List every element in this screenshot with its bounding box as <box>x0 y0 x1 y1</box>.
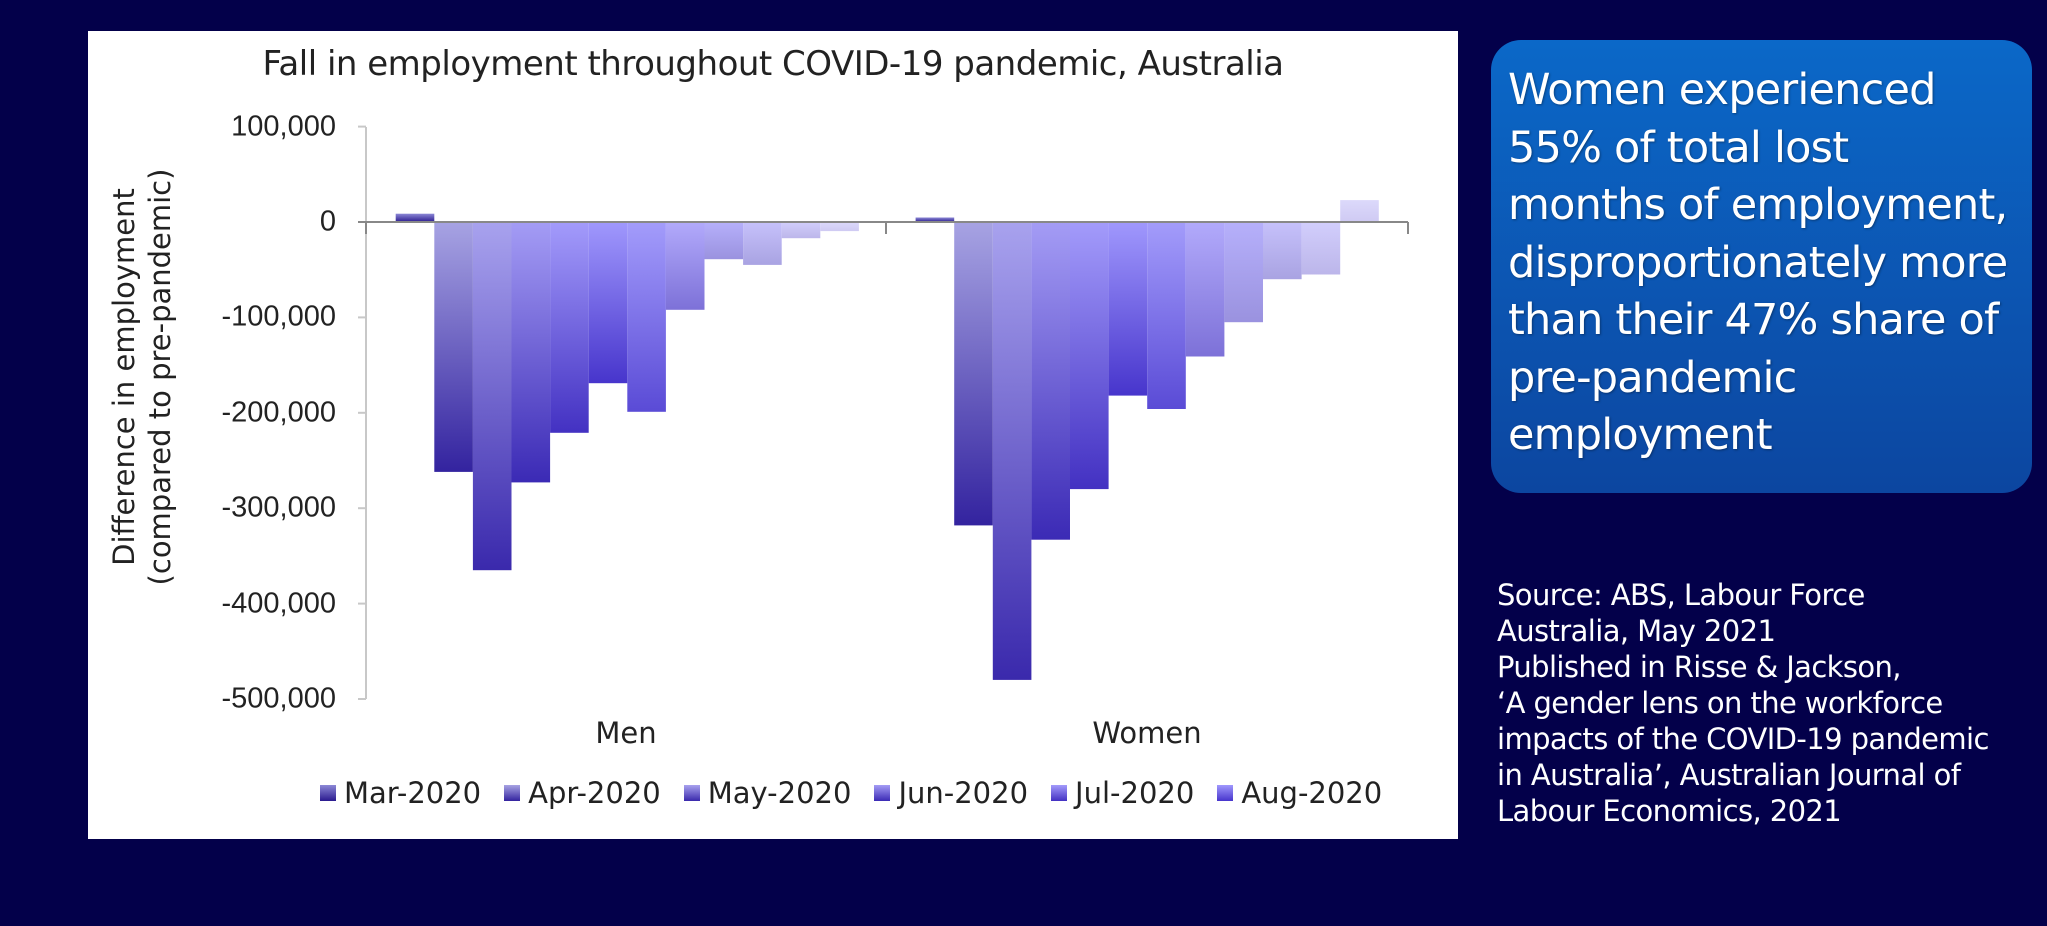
source-line: Australia, May 2021 <box>1497 614 1776 648</box>
callout-text: Women experienced 55% of total lost mont… <box>1508 62 2022 465</box>
source-line: impacts of the COVID-19 pandemic <box>1497 722 1989 756</box>
bar-women-jun-2020 <box>1031 222 1070 540</box>
legend-swatch-icon <box>1217 785 1234 801</box>
source-line: ‘A gender lens on the workforce <box>1497 686 1943 720</box>
bar-women-feb-2021 <box>1340 200 1379 222</box>
bar-men-may-2020 <box>472 222 512 571</box>
legend-swatch-icon <box>320 785 336 801</box>
bar-men-dec-2020 <box>743 222 782 265</box>
chart-title: Fall in employment throughout COVID-19 p… <box>262 44 1284 84</box>
bar-men-jul-2020 <box>550 222 589 433</box>
legend-label: Jun-2020 <box>898 776 1029 810</box>
bar-women-sep-2020 <box>1147 222 1186 409</box>
y-axis-label: Difference in employment (compared to pr… <box>106 169 178 586</box>
chart-panel <box>88 31 1458 839</box>
y-axis-label-line: Difference in employment <box>107 188 141 566</box>
legend-item: May-2020 <box>683 776 852 810</box>
y-axis-ticks <box>358 125 366 700</box>
bar-women-aug-2020 <box>1108 222 1148 396</box>
bar-men-jan-2021 <box>781 222 821 239</box>
bars <box>395 200 1379 680</box>
callout-line: than their 47% share of <box>1508 295 1999 345</box>
bar-men-mar-2020 <box>395 213 435 222</box>
y-tick-label: -100,000 <box>221 300 337 333</box>
bar-women-oct-2020 <box>1185 222 1225 357</box>
legend-item: Jul-2020 <box>1051 776 1194 810</box>
source-line: Source: ABS, Labour Force <box>1497 578 1865 612</box>
source-citation: Source: ABS, Labour Force Australia, May… <box>1497 577 1989 829</box>
legend-label: Apr-2020 <box>528 776 661 810</box>
bar-men-aug-2020 <box>588 222 628 384</box>
legend-swatch-icon <box>683 785 700 801</box>
y-tick-label: -200,000 <box>221 396 337 429</box>
bar-women-jul-2020 <box>1070 222 1109 490</box>
y-axis-label-line: (compared to pre-pandemic) <box>143 168 177 586</box>
callout-box: Women experienced 55% of total lost mont… <box>1491 40 2032 493</box>
bar-women-nov-2020 <box>1224 222 1263 323</box>
bar-men-feb-2021 <box>820 222 859 232</box>
bar-men-nov-2020 <box>704 222 744 260</box>
legend-swatch-icon <box>874 785 891 801</box>
bar-men-apr-2020 <box>434 222 473 472</box>
legend-swatch-icon <box>504 785 521 801</box>
y-tick-label: -400,000 <box>221 587 337 620</box>
category-label-women: Women <box>1092 716 1202 750</box>
bar-women-jan-2021 <box>1301 222 1341 275</box>
bar-women-apr-2020 <box>954 222 993 526</box>
callout-line: disproportionately more <box>1508 237 2008 288</box>
source-line: in Australia’, Australian Journal of <box>1497 758 1961 792</box>
source-line: Labour Economics, 2021 <box>1497 794 1842 828</box>
bar-women-dec-2020 <box>1263 222 1302 280</box>
callout-line: months of employment, <box>1508 180 2008 230</box>
y-tick-label: 100,000 <box>231 110 336 143</box>
legend-swatch-icon <box>1051 785 1068 801</box>
bar-women-may-2020 <box>992 222 1032 680</box>
legend-item: Aug-2020 <box>1217 776 1382 810</box>
category-label-men: Men <box>595 716 657 750</box>
bar-men-sep-2020 <box>627 222 666 412</box>
legend-label: Mar-2020 <box>344 776 482 810</box>
callout-line: employment <box>1508 410 1773 460</box>
y-tick-label: -500,000 <box>221 682 337 715</box>
source-line: Published in Risse & Jackson, <box>1497 650 1902 684</box>
callout-line: Women experienced <box>1508 65 1936 115</box>
legend: Mar-2020 Apr-2020 May-2020 Jun-2020 Jul-2020… <box>320 776 1405 810</box>
bar-men-jun-2020 <box>511 222 551 483</box>
y-tick-label: -300,000 <box>221 491 337 524</box>
legend-item: Jun-2020 <box>874 776 1028 810</box>
legend-label: May-2020 <box>707 776 852 810</box>
y-tick-label: 0 <box>319 205 336 238</box>
legend-item: Apr-2020 <box>504 776 661 810</box>
bar-women-mar-2020 <box>915 217 955 222</box>
legend-label: Jul-2020 <box>1075 776 1195 810</box>
legend-item: Mar-2020 <box>320 776 481 810</box>
callout-line: pre-pandemic <box>1508 352 1797 403</box>
legend-label: Aug-2020 <box>1241 776 1383 810</box>
bar-men-oct-2020 <box>665 222 705 310</box>
callout-line: 55% of total lost <box>1508 122 1849 173</box>
